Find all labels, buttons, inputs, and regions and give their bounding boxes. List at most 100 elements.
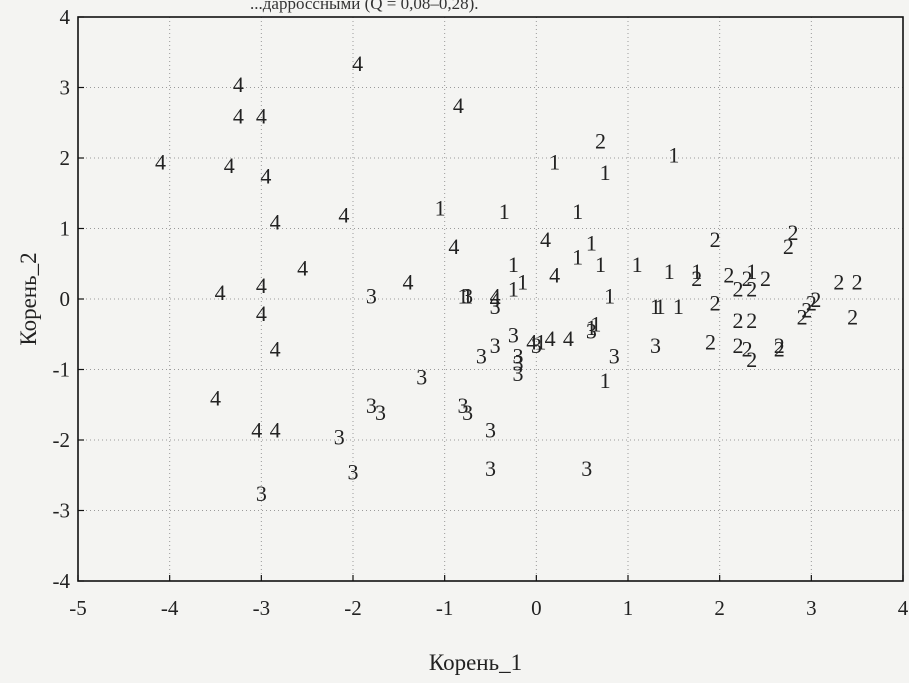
data-point-group-1: 1	[458, 283, 469, 308]
data-point-group-2: 2	[783, 234, 794, 259]
data-point-group-2: 2	[788, 220, 799, 245]
data-point-group-1: 1	[746, 259, 757, 284]
data-point-group-1: 1	[632, 252, 643, 277]
data-point-group-4: 4	[256, 104, 267, 129]
data-point-group-4: 4	[260, 164, 271, 189]
data-point-group-4: 4	[224, 153, 235, 178]
data-point-group-2: 2	[710, 227, 721, 252]
data-point-group-2: 2	[705, 329, 716, 354]
x-tick-label: 3	[806, 596, 817, 620]
data-point-group-3: 3	[485, 456, 496, 481]
caption-text: ...дарроссными (Q = 0,08–0,28).	[250, 0, 479, 13]
data-point-group-3: 3	[609, 343, 620, 368]
data-point-group-2: 2	[742, 336, 753, 361]
y-tick-label: 2	[60, 146, 71, 170]
data-point-group-3: 3	[476, 343, 487, 368]
y-tick-label: -2	[53, 428, 71, 452]
data-point-group-1: 1	[508, 252, 519, 277]
data-point-group-2: 2	[852, 269, 863, 294]
data-point-group-4: 4	[297, 255, 308, 280]
data-point-group-1: 1	[604, 283, 615, 308]
data-point-group-1: 1	[673, 294, 684, 319]
data-point-group-1: 1	[590, 312, 601, 337]
data-point-group-4: 4	[549, 262, 560, 287]
data-point-group-2: 2	[810, 287, 821, 312]
data-point-group-4: 4	[256, 273, 267, 298]
data-point-group-2: 2	[774, 336, 785, 361]
y-axis-ticks: -4 -3 -2 -1 0 1 2 3 4	[53, 5, 84, 593]
data-point-group-4: 4	[352, 51, 363, 76]
data-point-group-4: 4	[490, 287, 501, 312]
data-point-group-4: 4	[233, 104, 244, 129]
data-point-group-1: 1	[535, 329, 546, 354]
data-point-group-2: 2	[733, 308, 744, 333]
data-point-group-1: 1	[650, 294, 661, 319]
data-point-group-3: 3	[366, 283, 377, 308]
data-point-group-1: 1	[517, 269, 528, 294]
data-point-group-3: 3	[458, 393, 469, 418]
data-point-group-4: 4	[563, 326, 574, 351]
data-point-group-3: 3	[650, 333, 661, 358]
data-point-group-3: 3	[256, 481, 267, 506]
x-axis-title: Корень_1	[429, 650, 522, 675]
data-point-group-3: 3	[416, 365, 427, 390]
data-point-group-3: 3	[513, 343, 524, 368]
data-point-group-3: 3	[531, 333, 542, 358]
data-point-group-3: 3	[375, 400, 386, 425]
x-tick-label: -5	[69, 596, 87, 620]
data-point-group-2: 2	[733, 276, 744, 301]
data-point-group-2: 2	[710, 291, 721, 316]
data-point-group-2: 2	[801, 298, 812, 323]
data-point-group-2: 2	[733, 333, 744, 358]
data-point-group-3: 3	[462, 400, 473, 425]
data-point-group-1: 1	[462, 283, 473, 308]
data-point-group-4: 4	[155, 150, 166, 175]
data-point-group-3: 3	[485, 417, 496, 442]
data-point-group-2: 2	[723, 262, 734, 287]
data-point-group-3: 3	[508, 322, 519, 347]
y-tick-label: 0	[60, 287, 71, 311]
data-point-group-2: 2	[746, 308, 757, 333]
data-point-group-1: 1	[668, 142, 679, 167]
data-point-group-2: 2	[760, 266, 771, 291]
data-point-group-1: 1	[600, 368, 611, 393]
data-point-group-1: 1	[499, 199, 510, 224]
x-tick-label: -2	[344, 596, 362, 620]
data-point-group-3: 3	[586, 319, 597, 344]
data-point-group-3: 3	[513, 350, 524, 375]
data-point-group-1: 1	[435, 195, 446, 220]
data-point-group-4: 4	[545, 326, 556, 351]
data-point-group-1: 1	[572, 199, 583, 224]
data-point-group-2: 2	[691, 266, 702, 291]
data-point-group-1: 1	[595, 252, 606, 277]
data-point-group-4: 4	[540, 227, 551, 252]
y-tick-label: -1	[53, 358, 71, 382]
data-point-group-4: 4	[233, 72, 244, 97]
x-tick-label: -1	[436, 596, 454, 620]
y-tick-label: -3	[53, 499, 71, 523]
data-point-group-2: 2	[595, 128, 606, 153]
x-tick-label: 4	[898, 596, 909, 620]
data-point-group-4: 4	[403, 269, 414, 294]
data-point-group-1: 1	[655, 294, 666, 319]
data-point-group-4: 4	[270, 336, 281, 361]
data-point-group-3: 3	[490, 294, 501, 319]
data-point-group-4: 4	[453, 93, 464, 118]
data-point-group-1: 1	[549, 150, 560, 175]
data-point-group-3: 3	[366, 393, 377, 418]
data-point-group-1: 1	[586, 231, 597, 256]
data-point-group-3: 3	[334, 424, 345, 449]
y-tick-label: 1	[60, 217, 71, 241]
x-tick-label: 2	[714, 596, 725, 620]
data-point-group-3: 3	[581, 456, 592, 481]
data-point-group-2: 2	[742, 266, 753, 291]
data-point-group-4: 4	[526, 329, 537, 354]
data-point-group-1: 1	[664, 259, 675, 284]
data-point-group-2: 2	[746, 347, 757, 372]
data-point-group-3: 3	[513, 361, 524, 386]
data-point-group-4: 4	[338, 202, 349, 227]
x-tick-label: -3	[253, 596, 271, 620]
data-point-group-1: 1	[508, 276, 519, 301]
